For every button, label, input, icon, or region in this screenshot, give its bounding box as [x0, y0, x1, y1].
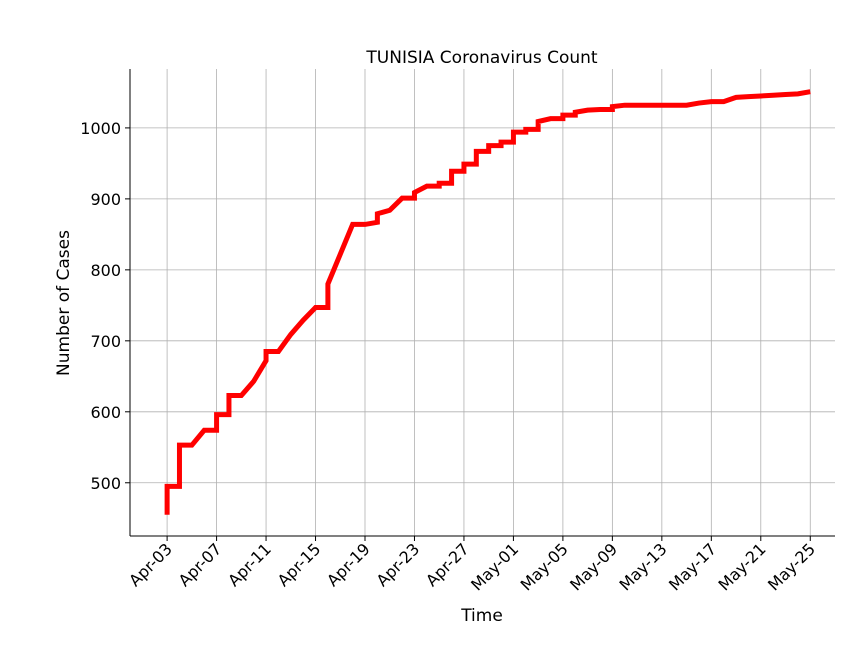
x-axis-label: Time — [460, 606, 503, 626]
x-axis-ticks: Apr-03Apr-07Apr-11Apr-15Apr-19Apr-23Apr-… — [125, 536, 819, 595]
grid-lines — [130, 69, 835, 536]
y-tick-label: 800 — [90, 261, 121, 280]
x-tick-label: Apr-27 — [422, 539, 473, 590]
x-tick-label: May-21 — [715, 539, 770, 594]
axes-spines — [129, 69, 835, 537]
x-tick-label: Apr-19 — [323, 539, 374, 590]
x-tick-label: Apr-07 — [175, 539, 226, 590]
x-tick-label: Apr-15 — [274, 539, 325, 590]
x-tick-label: May-13 — [616, 539, 671, 594]
series-line — [164, 89, 811, 515]
series-group — [164, 89, 811, 515]
y-axis-ticks: 500 600 700 800 900 1000 — [80, 119, 130, 493]
x-tick-label: May-25 — [764, 539, 819, 594]
x-tick-label: Apr-23 — [373, 539, 424, 590]
x-tick-label: May-05 — [517, 539, 572, 594]
x-tick-label: May-17 — [665, 539, 720, 594]
x-tick-label: May-09 — [566, 539, 621, 594]
y-tick-label: 900 — [90, 190, 121, 209]
y-tick-label: 500 — [90, 474, 121, 493]
x-tick-label: Apr-03 — [125, 539, 176, 590]
x-tick-label: May-01 — [467, 539, 522, 594]
y-tick-label: 700 — [90, 332, 121, 351]
y-axis-label: Number of Cases — [54, 230, 74, 376]
x-tick-label: Apr-11 — [224, 539, 275, 590]
y-tick-label: 1000 — [80, 119, 121, 138]
chart-title: TUNISIA Coronavirus Count — [365, 48, 598, 68]
y-tick-label: 600 — [90, 403, 121, 422]
